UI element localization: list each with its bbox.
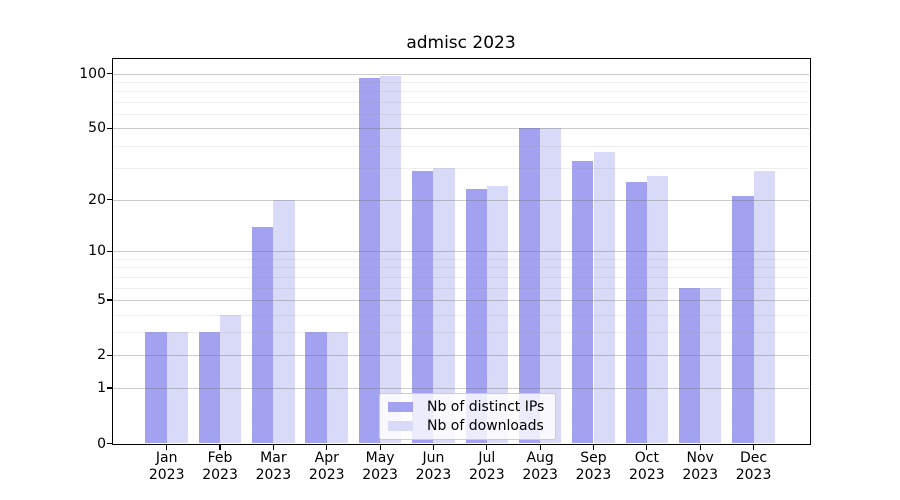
legend-swatch-downloads <box>388 421 413 431</box>
bar-nb-of-distinct-ips-jul <box>465 188 487 444</box>
bar-nb-of-downloads-jun <box>433 168 455 444</box>
minor-gridline <box>113 82 809 84</box>
y-tick-label: 50 <box>88 120 106 137</box>
x-tick-label: Nov 2023 <box>682 450 718 483</box>
bars-layer <box>113 59 809 444</box>
bar-nb-of-distinct-ips-dec <box>732 195 754 444</box>
major-gridline <box>113 299 809 301</box>
y-tick-mark <box>107 127 112 130</box>
bar-nb-of-distinct-ips-nov <box>678 287 701 444</box>
legend-item-downloads: Nb of downloads <box>388 418 544 434</box>
x-tick-mark <box>699 445 701 450</box>
bar-nb-of-distinct-ips-jun <box>412 170 434 444</box>
bar-nb-of-distinct-ips-oct <box>625 182 647 444</box>
minor-gridline <box>113 259 809 260</box>
x-tick-label: Oct 2023 <box>629 450 665 483</box>
y-tick-label: 5 <box>97 291 106 308</box>
bar-nb-of-downloads-aug <box>540 128 562 444</box>
x-tick-mark <box>486 445 488 450</box>
y-tick-mark <box>107 299 112 301</box>
bar-nb-of-downloads-oct <box>646 176 669 444</box>
y-tick-label: 1 <box>97 379 106 396</box>
x-tick-mark <box>272 445 274 450</box>
bar-nb-of-distinct-ips-mar <box>252 226 274 444</box>
x-tick-mark <box>539 445 541 450</box>
major-gridline <box>113 355 809 357</box>
legend-item-distinct-ips: Nb of distinct IPs <box>388 399 544 415</box>
x-tick-label: Dec 2023 <box>735 450 772 483</box>
minor-gridline <box>113 168 809 170</box>
y-tick-label: 100 <box>79 65 106 82</box>
y-tick-label: 10 <box>88 243 106 260</box>
bar-nb-of-downloads-nov <box>700 287 722 444</box>
legend-label-downloads: Nb of downloads <box>427 418 544 434</box>
gridlines-layer <box>113 59 809 444</box>
x-tick-mark <box>326 445 328 450</box>
y-tick-mark <box>107 250 112 252</box>
x-tick-label: May 2023 <box>362 450 398 483</box>
bar-nb-of-downloads-feb <box>220 314 242 444</box>
bar-nb-of-distinct-ips-sep <box>572 160 594 444</box>
major-gridline <box>113 199 809 201</box>
x-tick-label: Aug 2023 <box>522 450 558 483</box>
legend: Nb of distinct IPs Nb of downloads <box>379 393 557 440</box>
bar-nb-of-downloads-may <box>380 76 402 444</box>
minor-gridline <box>113 101 809 103</box>
bar-nb-of-downloads-jul <box>486 185 509 444</box>
legend-label-distinct-ips: Nb of distinct IPs <box>427 399 545 415</box>
bar-nb-of-downloads-apr <box>326 332 349 444</box>
minor-gridline <box>113 145 809 147</box>
minor-gridline <box>113 267 809 269</box>
x-tick-mark <box>219 445 221 450</box>
y-tick-mark <box>107 354 112 357</box>
x-tick-label: Mar 2023 <box>255 450 292 483</box>
minor-gridline <box>113 332 809 334</box>
legend-swatch-distinct-ips <box>388 402 413 412</box>
major-gridline <box>113 387 809 389</box>
x-tick-mark <box>592 445 595 450</box>
minor-gridline <box>113 114 809 116</box>
chart-title: admisc 2023 <box>406 33 516 53</box>
x-tick-mark <box>752 445 755 450</box>
bar-nb-of-downloads-dec <box>753 170 775 444</box>
x-tick-mark <box>166 445 168 450</box>
bar-nb-of-downloads-sep <box>593 152 615 444</box>
x-tick-label: Apr 2023 <box>308 450 345 483</box>
x-tick-mark <box>379 445 381 450</box>
bar-nb-of-downloads-mar <box>273 199 295 444</box>
bar-nb-of-distinct-ips-feb <box>198 332 221 444</box>
x-tick-label: Jul 2023 <box>468 450 505 483</box>
y-tick-mark <box>107 442 112 445</box>
y-tick-label: 0 <box>97 435 106 452</box>
y-tick-label: 20 <box>88 191 106 208</box>
minor-gridline <box>113 91 809 93</box>
major-gridline <box>113 128 809 130</box>
minor-gridline <box>113 287 809 289</box>
bar-nb-of-distinct-ips-may <box>358 77 381 444</box>
major-gridline <box>113 73 809 75</box>
minor-gridline <box>113 314 809 316</box>
x-tick-label: Jan 2023 <box>148 450 185 483</box>
bar-nb-of-downloads-jan <box>166 332 188 444</box>
plot-area <box>113 59 809 444</box>
x-tick-label: Jun 2023 <box>415 450 452 483</box>
minor-gridline <box>113 276 809 278</box>
bar-nb-of-distinct-ips-apr <box>305 332 327 444</box>
x-tick-label: Feb 2023 <box>202 450 238 483</box>
bar-nb-of-distinct-ips-aug <box>518 128 541 444</box>
x-tick-mark <box>646 445 648 450</box>
y-tick-mark <box>107 387 112 389</box>
x-tick-mark <box>432 445 435 450</box>
x-tick-label: Sep 2023 <box>575 450 612 483</box>
y-tick-mark <box>107 73 112 75</box>
y-tick-label: 2 <box>97 347 106 364</box>
bar-nb-of-distinct-ips-jan <box>145 332 167 444</box>
major-gridline <box>113 251 809 253</box>
y-tick-mark <box>107 198 112 201</box>
